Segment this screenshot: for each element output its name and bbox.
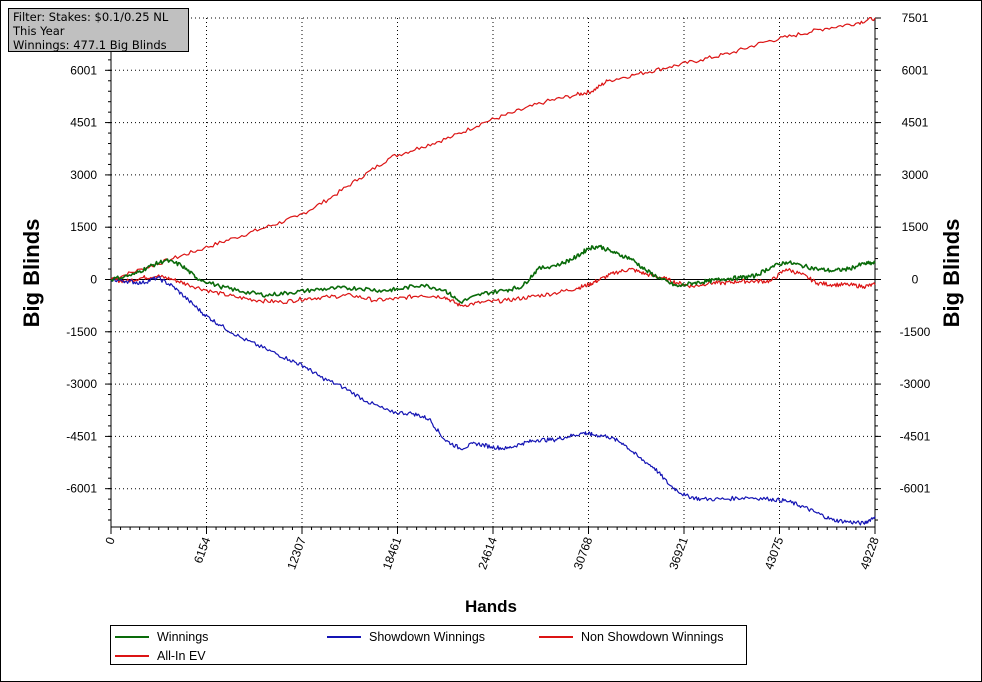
y-tick-label-right: 7501 bbox=[902, 11, 929, 25]
y-tick-label-left: 3000 bbox=[70, 168, 97, 182]
x-axis-title: Hands bbox=[465, 597, 517, 616]
y-tick-label-right: 3000 bbox=[902, 168, 929, 182]
legend-swatch-winnings bbox=[115, 636, 149, 638]
y-tick-label-left: -1500 bbox=[66, 325, 97, 339]
filter-stakes-text: Filter: Stakes: $0.1/0.25 NL bbox=[13, 10, 169, 24]
legend-label-showdown: Showdown Winnings bbox=[369, 630, 486, 644]
chart-legend: Winnings Showdown Winnings Non Showdown … bbox=[110, 625, 747, 665]
legend-item-non-showdown: Non Showdown Winnings bbox=[539, 628, 723, 646]
series-line-all-in-ev bbox=[110, 17, 876, 281]
y-tick-label-left: -6001 bbox=[66, 482, 97, 496]
series-line-showdown-winnings bbox=[110, 276, 876, 526]
legend-swatch-non-showdown bbox=[539, 636, 573, 638]
y-tick-label-left: 0 bbox=[90, 272, 97, 286]
y-tick-label-left: -4501 bbox=[66, 429, 97, 443]
y-tick-label-right: -4501 bbox=[900, 429, 931, 443]
y-tick-label-right: 6001 bbox=[902, 63, 929, 77]
filter-period-text: This Year bbox=[13, 24, 65, 38]
series-line-non-showdown-winnings bbox=[110, 267, 876, 308]
x-tick-label: 6154 bbox=[191, 535, 213, 565]
legend-label-non-showdown: Non Showdown Winnings bbox=[581, 630, 724, 644]
x-tick-label: 24614 bbox=[475, 535, 500, 571]
x-tick-label: 12307 bbox=[284, 535, 309, 571]
x-tick-label: 36921 bbox=[666, 535, 691, 571]
legend-item-allin-ev: All-In EV bbox=[115, 647, 206, 665]
y-tick-label-left: -3000 bbox=[66, 377, 97, 391]
filter-info-box: Filter: Stakes: $0.1/0.25 NL This Year W… bbox=[8, 8, 189, 52]
filter-winnings-text: Winnings: 477.1 Big Blinds bbox=[13, 38, 167, 52]
y-tick-label-left: 6001 bbox=[70, 63, 97, 77]
axis-labels: 6001 4501 3000 1500 0 -1500 -3000 -4501 -6001 750… bbox=[19, 11, 964, 616]
y-tick-label-right: -1500 bbox=[900, 325, 931, 339]
legend-label-winnings: Winnings bbox=[157, 630, 209, 644]
y-tick-label-left: 1500 bbox=[70, 220, 97, 234]
y-tick-label-right: 1500 bbox=[902, 220, 929, 234]
y-tick-label-left: 4501 bbox=[70, 116, 97, 130]
winnings-line-chart: 6001 4501 3000 1500 0 -1500 -3000 -4501 -6001 750… bbox=[19, 11, 964, 616]
series-lines bbox=[110, 17, 876, 526]
legend-item-winnings: Winnings bbox=[115, 628, 208, 646]
y-tick-label-right: 4501 bbox=[902, 116, 929, 130]
axes bbox=[105, 17, 881, 534]
legend-swatch-allin-ev bbox=[115, 655, 149, 657]
y-axis-title-right: Big Blinds bbox=[939, 219, 964, 328]
x-tick-label: 49228 bbox=[857, 535, 882, 571]
grid-lines bbox=[111, 17, 875, 527]
series-line-winnings bbox=[110, 244, 876, 304]
y-tick-label-right: -3000 bbox=[900, 377, 931, 391]
y-tick-label-right: 0 bbox=[912, 272, 919, 286]
x-tick-label: 18461 bbox=[380, 535, 405, 571]
legend-item-showdown: Showdown Winnings bbox=[327, 628, 485, 646]
x-tick-label: 30768 bbox=[571, 535, 596, 571]
x-tick-label: 0 bbox=[102, 535, 118, 546]
legend-swatch-showdown bbox=[327, 636, 361, 638]
y-tick-label-right: -6001 bbox=[900, 482, 931, 496]
y-axis-title-left: Big Blinds bbox=[19, 219, 44, 328]
legend-label-allin-ev: All-In EV bbox=[157, 649, 206, 663]
x-tick-label: 43075 bbox=[762, 535, 787, 571]
